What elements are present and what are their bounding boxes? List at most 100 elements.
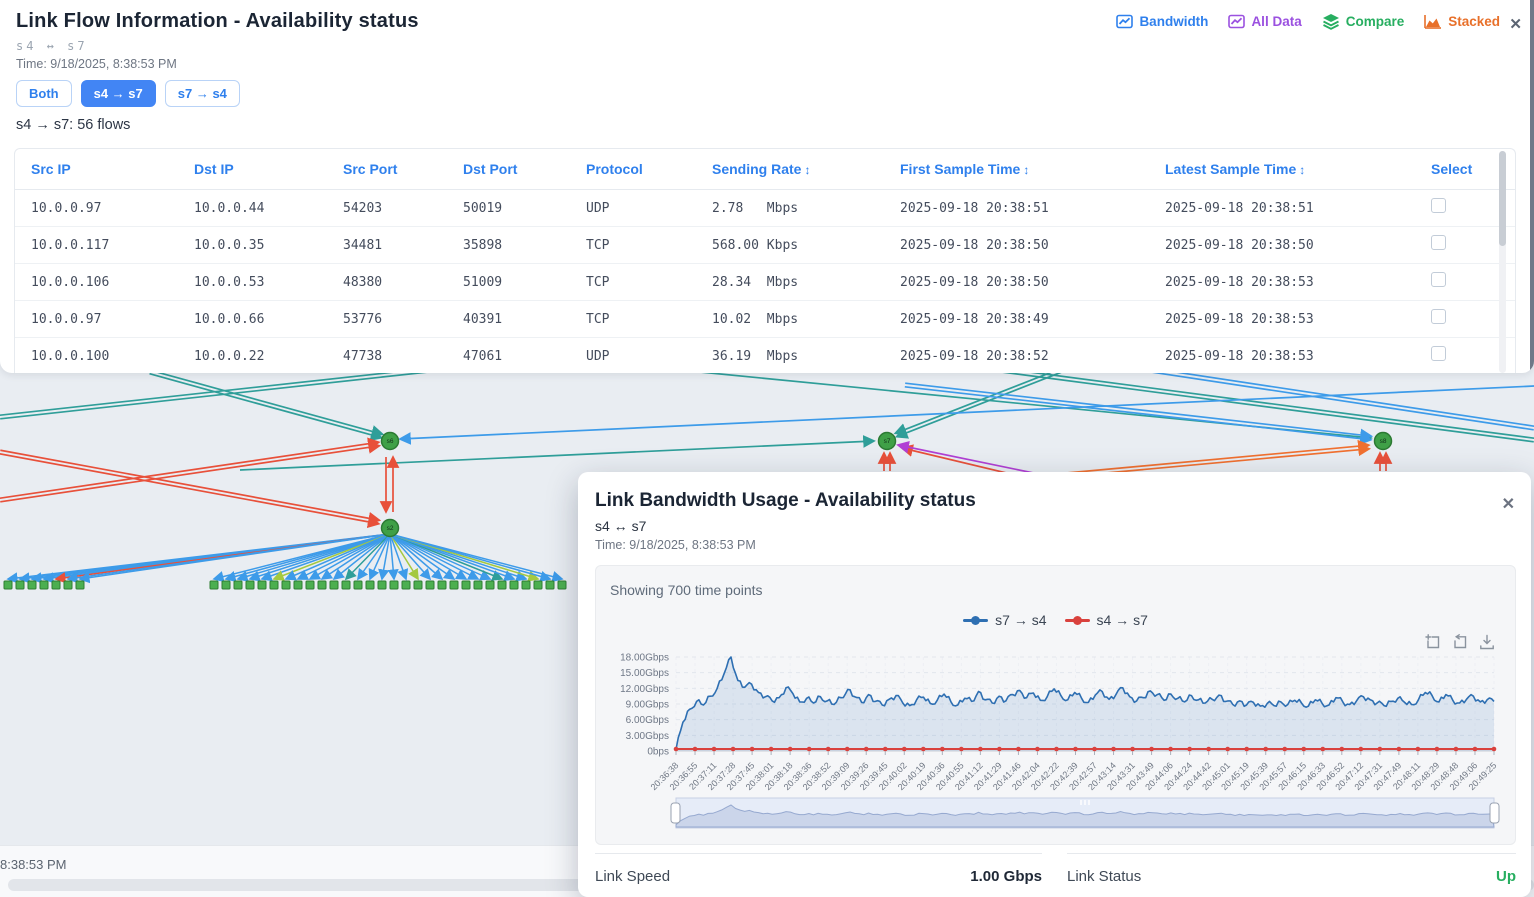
host-node[interactable] [282, 581, 290, 589]
flow-edge [0, 450, 379, 520]
cell-rate: 568.00 Kbps [712, 238, 900, 253]
cell-latest: 2025-09-18 20:38:53 [1165, 312, 1431, 327]
cell-src_port: 47738 [343, 349, 463, 364]
host-node[interactable] [450, 581, 458, 589]
column-header-src-ip: Src IP [31, 161, 194, 177]
stacked-button[interactable]: Stacked [1424, 14, 1500, 29]
switch-node[interactable]: s6 [382, 433, 399, 450]
flow-count-label: s4 → s7: 56 flows [16, 117, 130, 133]
host-node[interactable] [498, 581, 506, 589]
flow-edge [0, 442, 379, 498]
host-node[interactable] [4, 581, 12, 589]
row-select-checkbox[interactable] [1431, 346, 1446, 361]
host-node[interactable] [546, 581, 554, 589]
host-node[interactable] [52, 581, 60, 589]
host-node[interactable] [354, 581, 362, 589]
flow-table-body: 10.0.0.9710.0.0.445420350019UDP2.78 Mbps… [15, 190, 1515, 373]
host-node[interactable] [342, 581, 350, 589]
host-node[interactable] [210, 581, 218, 589]
host-node[interactable] [390, 581, 398, 589]
host-node[interactable] [378, 581, 386, 589]
host-node[interactable] [522, 581, 530, 589]
switch-node[interactable]: s2 [382, 520, 399, 537]
host-node[interactable] [76, 581, 84, 589]
host-node[interactable] [438, 581, 446, 589]
row-select-checkbox[interactable] [1431, 198, 1446, 213]
switch-node[interactable]: s7 [879, 433, 896, 450]
cell-dst_port: 40391 [463, 312, 586, 327]
host-node[interactable] [330, 581, 338, 589]
row-select-checkbox[interactable] [1431, 309, 1446, 324]
compare-button[interactable]: Compare [1322, 13, 1405, 30]
svg-text:0bps: 0bps [647, 747, 669, 758]
cell-dst_ip: 10.0.0.35 [194, 238, 343, 253]
bandwidth-button-label: Bandwidth [1139, 14, 1208, 29]
svg-text:6.00Gbps: 6.00Gbps [626, 715, 669, 726]
sort-icon: ↕ [1299, 163, 1305, 177]
bandwidth-chart: 20:36:3820:36:5520:37:1120:37:2820:37:45… [596, 566, 1517, 846]
table-row: 10.0.0.9710.0.0.665377640391TCP10.02 Mbp… [15, 301, 1515, 338]
close-icon[interactable]: ✕ [1509, 15, 1522, 33]
flow-edge [0, 372, 430, 419]
row-select-checkbox[interactable] [1431, 272, 1446, 287]
row-select-checkbox[interactable] [1431, 235, 1446, 250]
host-node[interactable] [258, 581, 266, 589]
column-header-src-port: Src Port [343, 161, 463, 177]
host-node[interactable] [534, 581, 542, 589]
host-node[interactable] [558, 581, 566, 589]
svg-text:18.00Gbps: 18.00Gbps [620, 653, 669, 664]
host-node[interactable] [486, 581, 494, 589]
all-data-button[interactable]: All Data [1228, 14, 1301, 29]
datazoom-handle-right[interactable] [1490, 803, 1499, 823]
host-node[interactable] [510, 581, 518, 589]
host-node[interactable] [426, 581, 434, 589]
host-node[interactable] [294, 581, 302, 589]
host-node[interactable] [402, 581, 410, 589]
cell-rate: 28.34 Mbps [712, 275, 900, 290]
host-node[interactable] [234, 581, 242, 589]
host-node[interactable] [270, 581, 278, 589]
host-node[interactable] [462, 581, 470, 589]
cell-latest: 2025-09-18 20:38:51 [1165, 201, 1431, 216]
host-node[interactable] [64, 581, 72, 589]
host-node[interactable] [474, 581, 482, 589]
cell-rate: 10.02 Mbps [712, 312, 900, 327]
host-node[interactable] [306, 581, 314, 589]
modal-close-icon[interactable]: ✕ [1502, 494, 1515, 514]
host-node[interactable] [318, 581, 326, 589]
host-node[interactable] [28, 581, 36, 589]
column-header-sending-rate[interactable]: Sending Rate↕ [712, 161, 900, 177]
datazoom-slider[interactable] [671, 798, 1499, 828]
host-node[interactable] [246, 581, 254, 589]
switch-node[interactable]: s8 [1375, 433, 1392, 450]
host-node[interactable] [40, 581, 48, 589]
svg-text:9.00Gbps: 9.00Gbps [626, 700, 669, 711]
column-header-latest-sample-time[interactable]: Latest Sample Time↕ [1165, 161, 1431, 177]
switch-node-label: s7 [884, 438, 891, 445]
direction-button-both[interactable]: Both [16, 80, 72, 107]
cell-src_ip: 10.0.0.97 [31, 312, 194, 327]
bandwidth-button[interactable]: Bandwidth [1116, 14, 1208, 29]
host-node[interactable] [366, 581, 374, 589]
cell-rate: 2.78 Mbps [712, 201, 900, 216]
column-header-first-sample-time[interactable]: First Sample Time↕ [900, 161, 1165, 177]
flow-panel-toolbar: Bandwidth All Data Compare Stacked [1116, 13, 1500, 30]
host-node[interactable] [414, 581, 422, 589]
page-scrollbar-thumb[interactable] [1530, 0, 1534, 373]
datazoom-handle-left[interactable] [671, 803, 680, 823]
host-node[interactable] [222, 581, 230, 589]
direction-button-s4-s7[interactable]: s4 → s7 [81, 80, 156, 107]
table-scrollbar-thumb[interactable] [1499, 151, 1506, 246]
cell-protocol: UDP [586, 201, 712, 216]
direction-button-s7-s4[interactable]: s7 → s4 [165, 80, 240, 107]
link-speed-row: Link Speed 1.00 Gbps [595, 853, 1042, 885]
link-endpoints-label: s4 ↔ s7 [16, 39, 88, 53]
link-flow-panel: Link Flow Information - Availability sta… [0, 0, 1534, 373]
flow-edge [240, 441, 874, 470]
cell-src_ip: 10.0.0.117 [31, 238, 194, 253]
cell-protocol: TCP [586, 275, 712, 290]
link-status-badge: Up [1496, 868, 1516, 885]
cell-protocol: UDP [586, 349, 712, 364]
svg-text:12.00Gbps: 12.00Gbps [620, 684, 669, 695]
host-node[interactable] [16, 581, 24, 589]
